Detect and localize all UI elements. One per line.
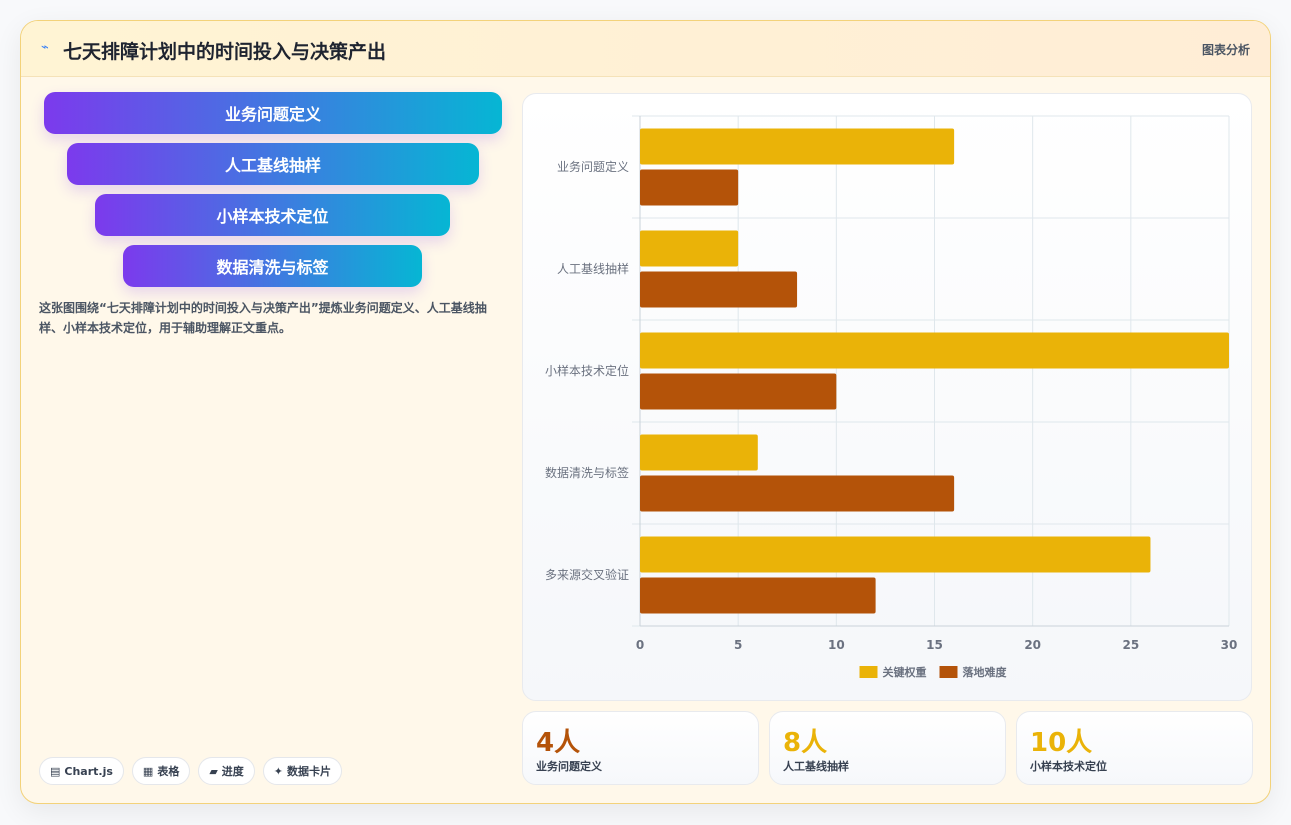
y-tick-label: 数据清洗与标签 — [545, 465, 629, 480]
y-tick-label: 小样本技术定位 — [545, 363, 629, 378]
progress-icon: ▰ — [209, 764, 218, 778]
bar-0-4 — [640, 536, 1151, 573]
y-tick-label: 人工基线抽样 — [557, 261, 629, 276]
legend-swatch — [939, 666, 958, 678]
legend-label: 落地难度 — [963, 665, 1008, 679]
funnel-step-data-cleaning[interactable]: 数据清洗与标签 — [123, 245, 422, 287]
funnel-step-label: 小样本技术定位 — [216, 207, 329, 226]
legend-label: 关键权重 — [883, 665, 927, 679]
page-title: 七天排障计划中的时间投入与决策产出 — [63, 41, 387, 63]
bar-1-1 — [640, 271, 798, 308]
x-tick-label: 15 — [926, 638, 943, 652]
main-card: ⌁ 七天排障计划中的时间投入与决策产出 图表分析 业务问题定义 人工基线抽样 小… — [20, 20, 1271, 804]
chip-label: 表格 — [157, 765, 180, 778]
funnel-step-small-sample[interactable]: 小样本技术定位 — [95, 194, 450, 236]
funnel-step-business-definition[interactable]: 业务问题定义 — [44, 92, 502, 134]
stat-label: 小样本技术定位 — [1030, 760, 1107, 773]
x-tick-label: 30 — [1221, 638, 1238, 652]
bar-chart: 0 5 10 15 20 25 30 业务问题定义人工基线抽样小样本技术定位数据清洗与标签多来… — [545, 115, 1238, 679]
bar-1-4 — [640, 577, 876, 614]
x-tick-label: 0 — [636, 638, 644, 652]
funnel-step-label: 业务问题定义 — [224, 105, 321, 124]
chart-icon: ▤ — [50, 764, 61, 778]
stat-card-baseline-sampling: 8人 人工基线抽样 — [769, 711, 1006, 785]
table-icon: ▦ — [142, 764, 154, 778]
sparkle-icon: ✦ — [273, 764, 284, 778]
bar-0-0 — [640, 128, 955, 165]
chip-chartjs[interactable]: ▤ Chart.js — [39, 757, 124, 785]
stat-label: 人工基线抽样 — [783, 760, 849, 773]
chip-table[interactable]: ▦ 表格 — [131, 757, 191, 785]
stat-card-business-definition: 4人 业务问题定义 — [522, 711, 759, 785]
bar-0-3 — [640, 434, 758, 471]
x-tick-label: 25 — [1122, 638, 1139, 652]
bar-0-2 — [640, 332, 1229, 369]
bar-1-3 — [640, 475, 955, 512]
x-tick-label: 20 — [1024, 638, 1041, 652]
stat-label: 业务问题定义 — [536, 760, 602, 773]
bar-0-1 — [640, 230, 739, 267]
tech-chips: ▤ Chart.js ▦ 表格 ▰ 进度 ✦ 数据卡片 — [39, 757, 343, 785]
chart-description: 这张图围绕“七天排障计划中的时间投入与决策产出”提炼业务问题定义、人工基线抽样、… — [39, 301, 487, 335]
stat-value: 8人 — [783, 728, 828, 758]
legend-swatch — [859, 666, 878, 678]
x-tick-label: 10 — [828, 638, 845, 652]
chart-analysis-tag: 图表分析 — [1201, 43, 1250, 57]
bar-1-0 — [640, 169, 739, 206]
chip-progress[interactable]: ▰ 进度 — [198, 757, 255, 785]
chip-label: Chart.js — [64, 764, 113, 778]
chip-label: 数据卡片 — [287, 765, 332, 778]
pulse-icon: ⌁ — [41, 40, 49, 55]
chip-data-card[interactable]: ✦ 数据卡片 — [262, 757, 343, 785]
funnel-step-label: 数据清洗与标签 — [216, 258, 329, 277]
x-tick-label: 5 — [734, 638, 742, 652]
bar-1-2 — [640, 373, 837, 410]
chart-panel: 0 5 10 15 20 25 30 业务问题定义 人工基线抽样小样本技术定位 数据清洗与标签 多来… — [522, 93, 1252, 701]
funnel-step-label: 人工基线抽样 — [224, 156, 321, 175]
stat-value: 4人 — [536, 728, 581, 758]
stat-value: 10人 — [1030, 728, 1093, 758]
chip-label: 进度 — [221, 765, 244, 778]
header: ⌁ 七天排障计划中的时间投入与决策产出 图表分析 — [21, 21, 1270, 77]
stat-card-small-sample: 10人 小样本技术定位 — [1016, 711, 1253, 785]
y-tick-label: 业务问题定义 — [557, 159, 629, 174]
y-tick-label: 多来源交叉验证 — [545, 567, 629, 582]
funnel-step-baseline-sampling[interactable]: 人工基线抽样 — [67, 143, 479, 185]
